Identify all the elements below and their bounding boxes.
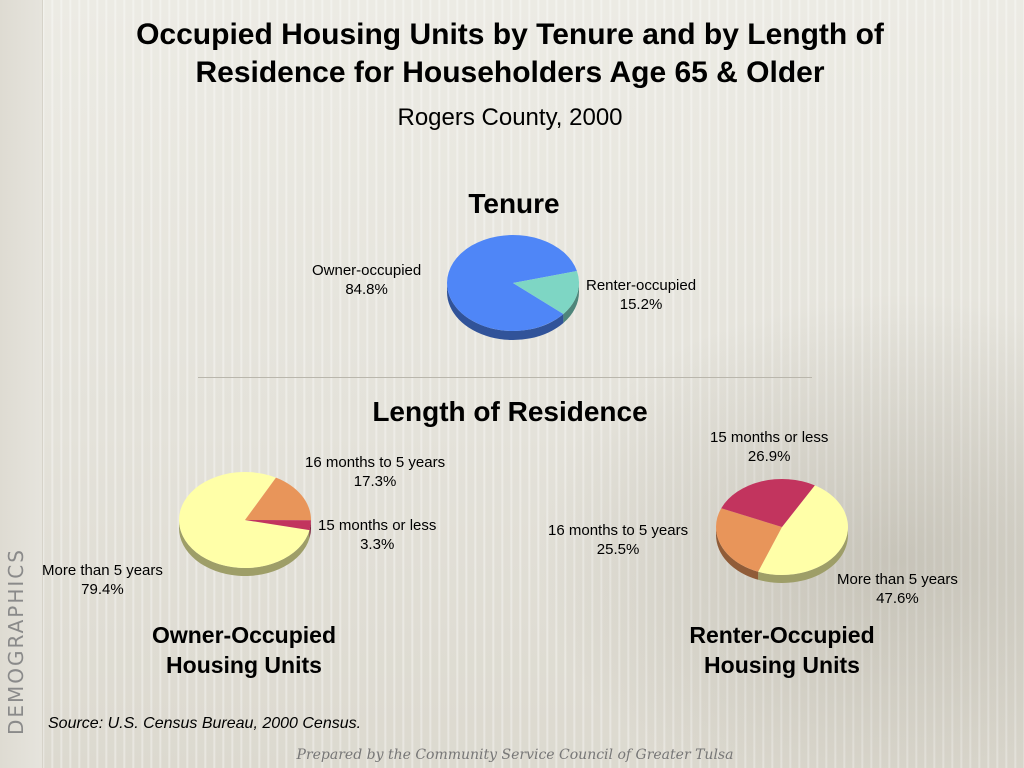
- owner-slice-15mo-side: [309, 520, 311, 539]
- title-line-2: Residence for Householders Age 65 & Olde…: [195, 56, 825, 89]
- tenure-label-renter: Renter-occupied 15.2%: [586, 277, 697, 313]
- renter-chart-caption: Renter-Occupied Housing Units: [689, 622, 875, 678]
- renter-slice-16mo-5yr: [716, 508, 782, 572]
- owner-slice-more-5yr-side: [179, 520, 310, 576]
- tenure-slice-owner-side: [447, 283, 564, 340]
- renter-slice-16mo-5yr-side: [716, 527, 759, 580]
- source-note: Source: U.S. Census Bureau, 2000 Census.: [48, 715, 362, 732]
- tenure-pie: [447, 235, 580, 340]
- footer-credit: Prepared by the Community Service Counci…: [296, 747, 734, 763]
- length-of-residence-title: Length of Residence: [372, 396, 648, 427]
- page-title: Occupied Housing Units by Tenure and by …: [50, 16, 970, 92]
- renter-occupied-pie: [716, 478, 849, 583]
- page-subtitle: Rogers County, 2000: [397, 104, 623, 131]
- renter-label-15mo: 15 months or less 26.9%: [710, 429, 829, 465]
- renter-label-16mo-5yr: 16 months to 5 years 25.5%: [548, 522, 689, 558]
- left-band: [0, 0, 43, 768]
- owner-chart-caption: Owner-Occupied Housing Units: [151, 622, 337, 678]
- tenure-label-owner: Owner-occupied 84.8%: [312, 262, 422, 298]
- divider: [198, 377, 812, 378]
- owner-slice-15mo: [245, 520, 311, 531]
- renter-slice-15mo: [721, 478, 815, 527]
- owner-occupied-pie: [178, 472, 311, 576]
- owner-label-16mo-5yr: 16 months to 5 years 17.3%: [305, 454, 446, 490]
- owner-slice-16mo-5yr: [245, 477, 311, 521]
- owner-label-more-5yr: More than 5 years 79.4%: [42, 562, 163, 598]
- renter-slice-more-5yr: [758, 485, 849, 575]
- tenure-section-title: Tenure: [468, 188, 560, 219]
- title-line-1: Occupied Housing Units by Tenure and by …: [136, 18, 884, 51]
- renter-label-more-5yr: More than 5 years 47.6%: [837, 571, 958, 607]
- tenure-slice-renter: [513, 270, 580, 314]
- owner-slice-more-5yr: [178, 472, 310, 568]
- owner-label-15mo: 15 months or less 3.3%: [318, 517, 437, 553]
- renter-slice-more-5yr-side: [758, 527, 848, 583]
- tenure-slice-owner: [447, 235, 577, 331]
- tenure-slice-renter-side: [563, 283, 580, 323]
